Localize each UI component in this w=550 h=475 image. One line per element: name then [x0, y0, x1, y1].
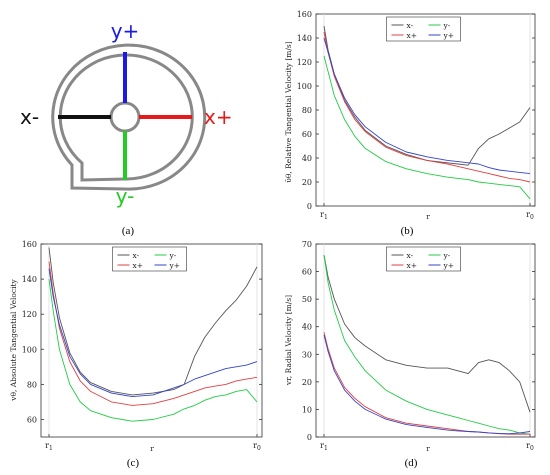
panel-label-d: (d): [405, 457, 418, 469]
legend-label: y+: [443, 261, 455, 270]
label-x-plus: x+: [204, 105, 233, 129]
legend-label: x+: [407, 261, 418, 270]
y-tick-label: 10: [302, 405, 312, 414]
y-tick-label: 120: [22, 310, 37, 319]
y-tick-label: 100: [22, 345, 37, 354]
y-tick-label: 40: [302, 154, 312, 163]
y-tick-label: 60: [27, 415, 37, 424]
x-tick-label: r1: [320, 210, 328, 221]
y-tick-label: 80: [27, 380, 37, 389]
volute-outline: [51, 43, 207, 191]
legend-label: y-: [443, 251, 451, 260]
y-tick-label: 30: [302, 350, 312, 359]
series-line-y-: [323, 254, 531, 435]
legend-label: y+: [443, 31, 455, 40]
legend-box: [386, 16, 461, 42]
volute-inner: [58, 53, 194, 182]
x-axis-label: r: [426, 444, 430, 453]
label-x-minus: x-: [20, 105, 39, 129]
legend-box: [386, 246, 461, 272]
y-tick-label: 50: [302, 295, 312, 304]
x-axis-label: r: [426, 212, 430, 221]
series-line-y-: [323, 55, 531, 200]
schematic-panel: y+ y- x+ x-: [20, 19, 233, 208]
x-tick-label: r0: [526, 441, 534, 452]
series-line-y+: [48, 268, 258, 398]
series-line-x+: [323, 31, 531, 183]
y-tick-label: 0: [307, 202, 312, 211]
series-line-y+: [323, 334, 531, 435]
panel-label-a: (a): [122, 225, 135, 237]
y-axis-label: ῡθ, Relative Tangential Velocity [m/s]: [284, 41, 293, 182]
series-line-y+: [323, 37, 531, 175]
label-y-minus: y-: [116, 184, 135, 208]
series-line-x-: [323, 254, 531, 413]
x-tick-label: r0: [526, 210, 534, 221]
chart-radial: 0 10 20 30 40 50 60 70 r1 r0 r vr, Radial Velocity …: [284, 240, 536, 453]
y-tick-label: 100: [297, 82, 312, 91]
y-tick-label: 140: [297, 34, 312, 43]
legend-label: x+: [133, 261, 144, 270]
y-tick-label: 40: [302, 323, 312, 332]
x-tick-label: r1: [45, 441, 53, 452]
x-tick-label: r0: [253, 441, 261, 452]
legend-label: x-: [407, 21, 414, 30]
y-tick-label: 120: [297, 58, 312, 67]
x-axis-label: r: [150, 444, 154, 453]
legend-label: x+: [407, 31, 418, 40]
y-tick-label: 20: [302, 378, 312, 387]
chart-relative-tangential: 0 20 40 60 80 100 120 140 160 r1 r0 r ῡθ, Relative T…: [284, 10, 536, 221]
chart-absolute-tangential: 60 80 100 120 140 160 r1 r0 r vθ, Absolute Tangen…: [9, 240, 263, 453]
plot-frame: [40, 243, 263, 438]
legend-label: x-: [407, 251, 414, 260]
legend-box: [112, 246, 187, 272]
plot-frame: [315, 243, 536, 438]
hub-circle: [109, 101, 141, 133]
legend-label: y-: [443, 21, 451, 30]
y-tick-label: 140: [22, 275, 37, 284]
series-line-x+: [323, 332, 530, 435]
series-line-x+: [48, 261, 258, 406]
series-line-y-: [48, 279, 258, 422]
label-y-plus: y+: [111, 19, 140, 43]
panel-label-b: (b): [401, 225, 414, 237]
y-tick-label: 0: [307, 433, 312, 442]
y-tick-label: 20: [302, 178, 312, 187]
y-tick-label: 60: [302, 268, 312, 277]
y-tick-label: 60: [302, 130, 312, 139]
legend-label: y-: [169, 251, 177, 260]
legend-label: x-: [133, 251, 140, 260]
panel-label-c: (c): [127, 457, 140, 469]
y-tick-label: 70: [302, 240, 312, 249]
series-line-x-: [323, 25, 531, 166]
plot-frame: [315, 13, 536, 207]
y-axis-label: vθ, Absolute Tangential Velocity: [9, 278, 18, 401]
x-tick-label: r1: [320, 441, 328, 452]
y-axis-label: vr, Radial Velocity [m/s]: [284, 295, 293, 386]
y-tick-label: 160: [297, 10, 312, 19]
legend-label: y+: [169, 261, 181, 270]
y-tick-label: 160: [22, 240, 37, 249]
y-tick-label: 80: [302, 106, 312, 115]
